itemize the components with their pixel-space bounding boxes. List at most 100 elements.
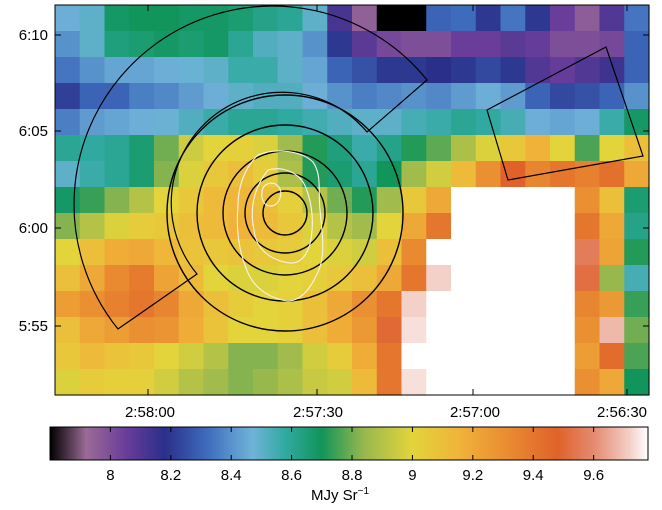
- heatmap-cell: [475, 343, 502, 370]
- heatmap-cell: [277, 5, 304, 32]
- heatmap-cell: [401, 317, 427, 344]
- heatmap-cell: [599, 213, 625, 240]
- heatmap-cell: [253, 31, 279, 58]
- heatmap-cell: [599, 135, 625, 162]
- heatmap-cell: [104, 213, 130, 240]
- heatmap-cell: [599, 187, 625, 214]
- heatmap-cell: [599, 83, 625, 110]
- heatmap-cell: [426, 135, 452, 162]
- colorbar-label: MJy Sr−1: [311, 486, 370, 504]
- heatmap-cell: [79, 31, 106, 58]
- heatmap-cell: [352, 291, 378, 318]
- heatmap-cell: [154, 5, 180, 32]
- heatmap-cell: [451, 83, 477, 110]
- heatmap-cell: [129, 5, 155, 32]
- heatmap-cell: [376, 187, 403, 214]
- heatmap-cell: [352, 83, 378, 110]
- heatmap-cell: [401, 343, 427, 370]
- heatmap-cell: [376, 343, 403, 370]
- heatmap-cell: [352, 5, 378, 32]
- heatmap-cell: [475, 5, 502, 32]
- heatmap-cell: [154, 343, 180, 370]
- heatmap-cell: [574, 317, 601, 344]
- heatmap-cell: [129, 57, 155, 84]
- heatmap-cell: [475, 369, 502, 396]
- heatmap-cell: [178, 161, 205, 188]
- heatmap-cell: [550, 135, 576, 162]
- heatmap-cell: [376, 291, 403, 318]
- heatmap-cell: [154, 265, 180, 292]
- heatmap-cell: [475, 187, 502, 214]
- heatmap-cell: [475, 239, 502, 266]
- heatmap-cell: [253, 239, 279, 266]
- heatmap-cell: [352, 265, 378, 292]
- heatmap-cell: [302, 317, 328, 344]
- heatmap-cell: [426, 57, 452, 84]
- heatmap-cell: [525, 31, 551, 58]
- heatmap-cell: [178, 83, 205, 110]
- heatmap-cell: [253, 187, 279, 214]
- heatmap-cell: [203, 109, 229, 136]
- heatmap-cell: [401, 265, 427, 292]
- heatmap-cell: [550, 83, 576, 110]
- heatmap-cell: [129, 109, 155, 136]
- heatmap-cell: [352, 135, 378, 162]
- heatmap-cell: [327, 83, 353, 110]
- heatmap-cell: [624, 161, 650, 188]
- aperture-circle-5: [262, 190, 308, 236]
- heatmap-cell: [500, 135, 526, 162]
- heatmap-cell: [104, 31, 130, 58]
- heatmap-cell: [154, 109, 180, 136]
- y-tick-label: 5:55: [19, 318, 48, 335]
- white-contour-outer: [236, 150, 324, 302]
- heatmap-cell: [277, 109, 304, 136]
- heatmap-cell: [426, 31, 452, 58]
- heatmap-cell: [129, 213, 155, 240]
- heatmap-cell: [574, 265, 601, 292]
- heatmap-cell: [376, 5, 403, 32]
- heatmap-cell: [500, 5, 526, 32]
- heatmap-cell: [624, 83, 650, 110]
- heatmap-cell: [104, 343, 130, 370]
- heatmap-cell: [277, 291, 304, 318]
- heatmap-cell: [104, 291, 130, 318]
- x-tick-label: 2:57:00: [450, 404, 500, 421]
- heatmap-cell: [401, 239, 427, 266]
- heatmap-cell: [228, 317, 254, 344]
- heatmap-cell: [154, 135, 180, 162]
- heatmap-cell: [327, 57, 353, 84]
- heatmap-cell: [550, 187, 576, 214]
- heatmap-cell: [550, 5, 576, 32]
- heatmap-cell: [500, 109, 526, 136]
- heatmap-cell: [203, 187, 229, 214]
- colorbar-ticks: [109, 427, 595, 460]
- heatmap-cell: [79, 239, 106, 266]
- aperture-circle-1: [166, 94, 404, 332]
- heatmap-cell: [104, 265, 130, 292]
- colorbar-tick-label: 8.6: [281, 467, 302, 484]
- heatmap-cell: [228, 213, 254, 240]
- heatmap-cell: [352, 239, 378, 266]
- heatmap-cell: [525, 239, 551, 266]
- heatmap-cell: [228, 135, 254, 162]
- heatmap-cell: [574, 161, 601, 188]
- heatmap-cell: [451, 265, 477, 292]
- heatmap-cell: [55, 369, 81, 396]
- white-contour-middle: [251, 168, 313, 264]
- heatmap-cell: [500, 31, 526, 58]
- heatmap-cell: [228, 83, 254, 110]
- heatmap-cell: [475, 213, 502, 240]
- heatmap-cell: [401, 213, 427, 240]
- heatmap-cell: [79, 5, 106, 32]
- heatmap-cell: [475, 161, 502, 188]
- heatmap-cell: [500, 265, 526, 292]
- heatmap-cell: [302, 57, 328, 84]
- heatmap-cell: [624, 291, 650, 318]
- heatmap-cell: [203, 239, 229, 266]
- heatmap-cell: [599, 5, 625, 32]
- heatmap-cell: [475, 57, 502, 84]
- heatmap-cell: [55, 343, 81, 370]
- heatmap-cell: [525, 265, 551, 292]
- heatmap-cell: [475, 135, 502, 162]
- heatmap-cell: [129, 239, 155, 266]
